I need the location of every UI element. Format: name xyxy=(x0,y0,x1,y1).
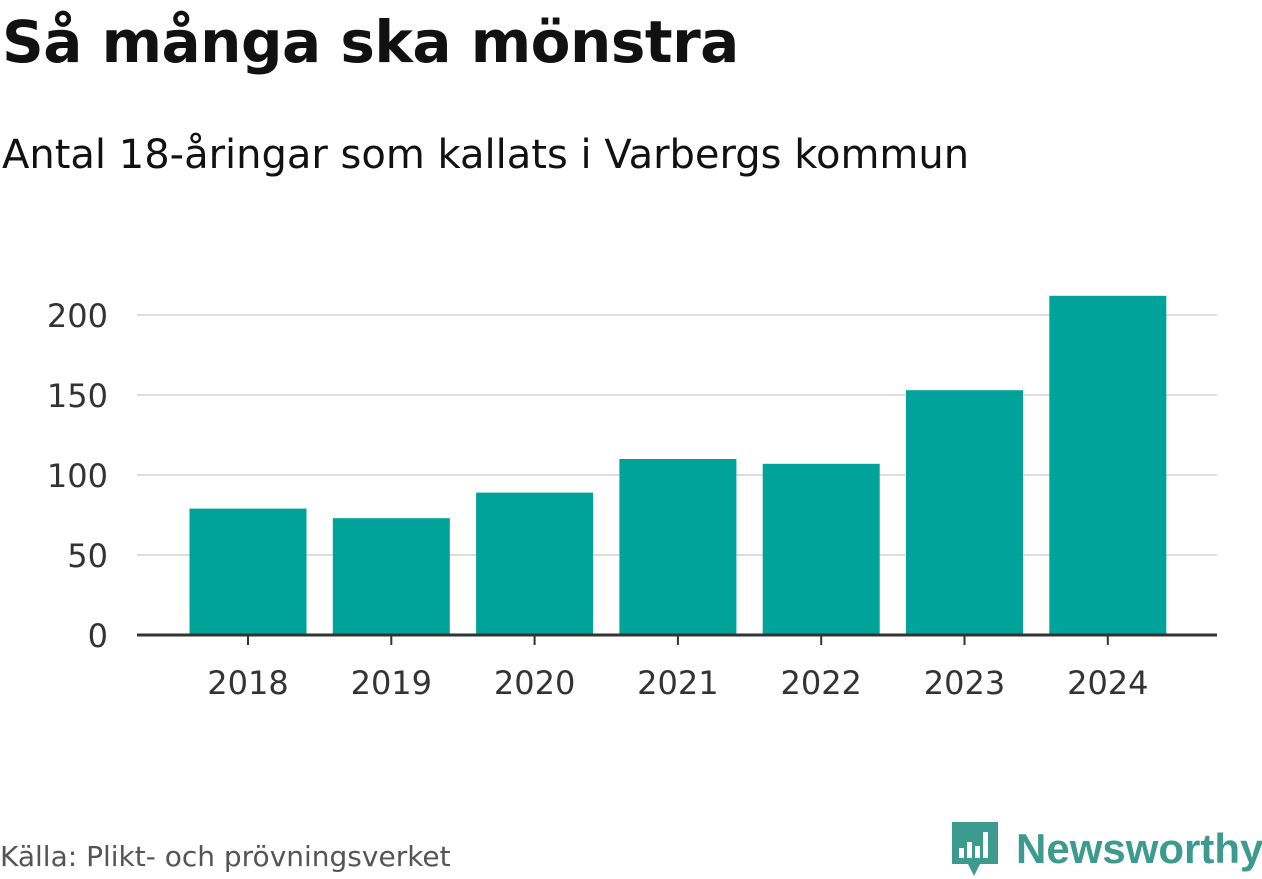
bar-2023 xyxy=(906,390,1023,635)
bar-2024 xyxy=(1049,295,1167,635)
source-note: Källa: Plikt- och prövningsverket xyxy=(0,840,451,873)
newsworthy-logo-icon xyxy=(952,822,998,876)
brand-name: Newsworthy xyxy=(1016,825,1262,872)
bar-2019 xyxy=(332,518,450,635)
chart-subtitle: Antal 18-åringar som kallats i Varbergs … xyxy=(2,132,970,178)
x-tick-label: 2024 xyxy=(1067,664,1148,702)
x-tick-label: 2018 xyxy=(207,664,288,702)
brand-logo: Newsworthy xyxy=(950,820,1262,878)
y-tick-label: 50 xyxy=(67,537,108,575)
x-tick-label: 2020 xyxy=(494,664,575,702)
bar-2021 xyxy=(619,459,737,635)
y-tick-label: 0 xyxy=(88,617,108,655)
chart-title: Så många ska mönstra xyxy=(2,8,739,76)
x-tick-label: 2019 xyxy=(351,664,432,702)
y-tick-label: 150 xyxy=(47,377,108,415)
bar-2020 xyxy=(476,492,594,635)
bar-2022 xyxy=(762,463,880,635)
bar-2018 xyxy=(189,508,307,635)
y-tick-label: 200 xyxy=(47,297,108,335)
x-tick-label: 2022 xyxy=(780,664,861,702)
x-tick-label: 2023 xyxy=(924,664,1005,702)
y-tick-label: 100 xyxy=(47,457,108,495)
x-tick-label: 2021 xyxy=(637,664,718,702)
